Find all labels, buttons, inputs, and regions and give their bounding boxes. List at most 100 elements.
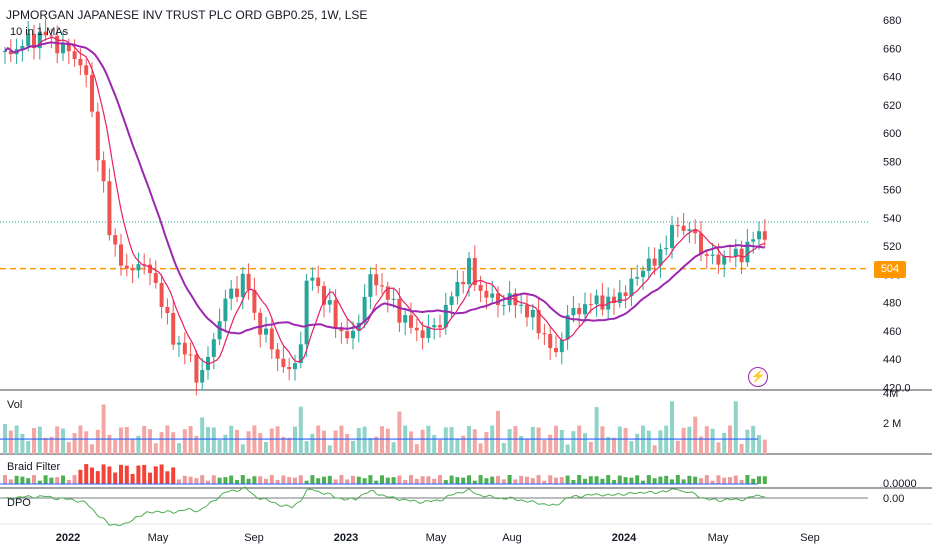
volume-bar	[751, 425, 756, 454]
braid-bar	[559, 477, 564, 484]
volume-bar	[66, 442, 71, 454]
volume-tick-label: 4M	[883, 388, 898, 400]
price-tick-label: 540	[883, 213, 901, 225]
volume-bar	[72, 432, 77, 454]
braid-bar	[542, 480, 547, 484]
price-tick-label: 560	[883, 185, 901, 197]
candle	[403, 315, 408, 323]
candle	[525, 304, 529, 318]
volume-bar	[333, 430, 338, 454]
volume-bar	[95, 429, 100, 454]
candle	[722, 256, 727, 265]
volume-bar	[374, 436, 379, 454]
candle	[380, 285, 384, 287]
indicator-label: 10 in 1 MAs	[10, 26, 69, 38]
candle	[554, 348, 558, 353]
volume-bar	[699, 436, 703, 454]
volume-bar	[438, 439, 442, 454]
candle	[177, 342, 181, 345]
candle	[530, 309, 535, 318]
candle	[536, 309, 541, 334]
candle	[264, 328, 268, 335]
braid-bar	[55, 477, 60, 484]
price-tick-label: 480	[883, 298, 901, 310]
volume-bar	[32, 427, 36, 454]
lightning-icon[interactable]: ⚡	[748, 367, 768, 387]
braid-bar	[710, 480, 715, 484]
volume-bar	[588, 441, 593, 454]
price-tick-label: 660	[883, 43, 901, 55]
volume-bar	[281, 436, 286, 454]
candle	[501, 305, 506, 307]
braid-bar	[745, 475, 750, 484]
price-tick-label: 640	[883, 72, 901, 84]
braid-bar	[107, 466, 112, 484]
price-tick-label: 420.0	[883, 382, 911, 394]
candle	[298, 344, 303, 364]
volume-bar	[403, 425, 408, 454]
braid-group	[3, 464, 767, 484]
braid-bar	[206, 480, 210, 484]
volume-bar	[646, 430, 651, 454]
candle	[32, 33, 36, 49]
braid-bar	[223, 477, 228, 484]
volume-bar	[177, 443, 181, 454]
candle	[432, 325, 437, 328]
braid-bar	[681, 479, 686, 484]
volume-bar	[287, 437, 292, 454]
braid-bar	[664, 475, 669, 484]
braid-bar	[728, 477, 732, 484]
braid-bar	[704, 475, 709, 484]
volume-bar	[554, 425, 558, 454]
price-tick-label: 460	[883, 326, 901, 338]
volume-bar	[194, 435, 199, 454]
volume-bar	[623, 428, 628, 454]
volume-bar	[559, 429, 564, 454]
volume-bar	[385, 428, 390, 454]
braid-bar	[310, 475, 315, 484]
candle	[304, 280, 309, 345]
braid-bar	[693, 476, 698, 484]
braid-bar	[269, 475, 274, 484]
volume-bar	[577, 425, 582, 454]
braid-bar	[455, 477, 460, 484]
candle	[281, 358, 286, 367]
volume-bar	[472, 429, 477, 454]
braid-bar	[617, 475, 622, 484]
candle	[310, 277, 315, 281]
candle	[704, 254, 709, 256]
volume-bar	[159, 432, 164, 454]
braid-bar	[90, 467, 94, 484]
braid-bar	[513, 479, 518, 484]
braid-bar	[670, 479, 674, 484]
volume-bar	[397, 411, 402, 454]
volume-bar	[206, 426, 210, 454]
volume-bar	[362, 426, 367, 454]
braid-bar	[484, 478, 489, 484]
candle	[101, 160, 106, 182]
braid-bar	[571, 480, 576, 484]
braid-bar	[414, 478, 419, 484]
candle	[548, 334, 553, 349]
candle	[461, 282, 466, 285]
braid-bar	[78, 469, 83, 484]
volume-bar	[345, 433, 350, 454]
candle	[316, 277, 321, 287]
volume-bar	[327, 445, 332, 454]
candle	[681, 225, 686, 231]
candle	[84, 65, 89, 75]
candle	[78, 59, 83, 66]
volume-bar	[455, 439, 460, 454]
time-axis-label: May	[708, 532, 729, 544]
volume-bar	[322, 430, 326, 454]
price-tick-label: 680	[883, 15, 901, 27]
volume-bar	[8, 430, 13, 454]
braid-bar	[658, 476, 663, 484]
braid-bar	[699, 478, 703, 484]
volume-bar	[693, 416, 698, 454]
braid-bar	[362, 478, 367, 484]
volume-bar	[310, 433, 315, 454]
candle	[49, 35, 54, 37]
